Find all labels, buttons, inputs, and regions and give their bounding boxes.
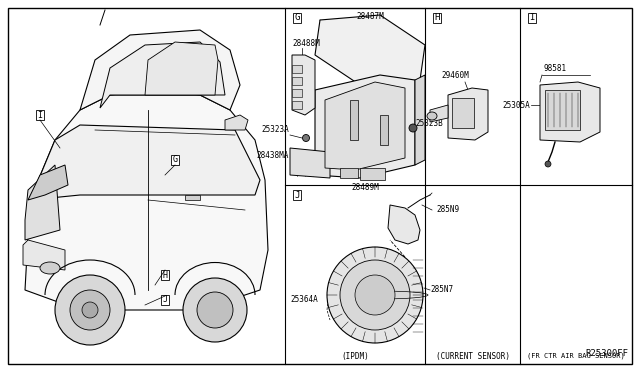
- Text: (IPDM): (IPDM): [341, 352, 369, 360]
- Text: (CURRENT SENSOR): (CURRENT SENSOR): [435, 352, 509, 360]
- Bar: [292, 65, 302, 73]
- Text: 25364A: 25364A: [290, 295, 317, 305]
- Text: J: J: [163, 295, 168, 305]
- Polygon shape: [448, 88, 488, 140]
- Polygon shape: [28, 165, 68, 200]
- Bar: [161, 295, 169, 305]
- Bar: [172, 155, 179, 165]
- Bar: [350, 100, 358, 140]
- Text: 98581: 98581: [543, 64, 566, 73]
- Text: 25305A: 25305A: [502, 100, 530, 109]
- Polygon shape: [415, 75, 425, 165]
- Circle shape: [55, 275, 125, 345]
- Circle shape: [303, 135, 310, 141]
- Text: G: G: [294, 13, 300, 22]
- Polygon shape: [315, 15, 425, 85]
- Text: 28489M: 28489M: [351, 183, 379, 192]
- Text: J: J: [294, 190, 300, 199]
- Text: 29460M: 29460M: [441, 71, 469, 80]
- Text: 28438MA: 28438MA: [257, 151, 289, 160]
- Bar: [185, 195, 200, 200]
- Ellipse shape: [427, 112, 437, 120]
- Polygon shape: [315, 75, 415, 178]
- Bar: [292, 89, 302, 97]
- Circle shape: [197, 292, 233, 328]
- Text: 25323B: 25323B: [415, 119, 443, 128]
- Text: I: I: [38, 110, 42, 119]
- Text: R25300FF: R25300FF: [585, 349, 628, 358]
- Circle shape: [183, 278, 247, 342]
- Circle shape: [70, 290, 110, 330]
- Polygon shape: [25, 165, 60, 240]
- Bar: [452, 98, 474, 128]
- Bar: [340, 168, 358, 178]
- Bar: [292, 77, 302, 85]
- Polygon shape: [23, 240, 65, 270]
- Circle shape: [409, 124, 417, 132]
- Bar: [528, 13, 536, 23]
- Text: H: H: [435, 13, 440, 22]
- Circle shape: [82, 302, 98, 318]
- Text: 25323A: 25323A: [261, 125, 289, 135]
- Bar: [293, 13, 301, 23]
- Text: 285N9: 285N9: [436, 205, 459, 215]
- Circle shape: [340, 260, 410, 330]
- Bar: [161, 270, 169, 280]
- Bar: [545, 90, 580, 130]
- Circle shape: [327, 247, 423, 343]
- Text: H: H: [163, 270, 168, 279]
- Text: 28487M: 28487M: [356, 12, 384, 21]
- Bar: [360, 168, 385, 180]
- Polygon shape: [25, 90, 268, 310]
- Polygon shape: [80, 30, 240, 110]
- Text: G: G: [173, 155, 177, 164]
- Circle shape: [545, 161, 551, 167]
- Polygon shape: [145, 42, 218, 95]
- Polygon shape: [430, 105, 448, 122]
- Text: (FR CTR AIR BAG SENSOR): (FR CTR AIR BAG SENSOR): [527, 353, 625, 359]
- Polygon shape: [290, 148, 330, 178]
- Bar: [292, 101, 302, 109]
- Ellipse shape: [40, 262, 60, 274]
- Polygon shape: [292, 55, 315, 115]
- Bar: [293, 190, 301, 200]
- Bar: [433, 13, 441, 23]
- Text: 28488M: 28488M: [292, 39, 320, 48]
- Polygon shape: [388, 205, 420, 244]
- Polygon shape: [540, 82, 600, 142]
- Polygon shape: [325, 82, 405, 170]
- Bar: [380, 115, 388, 145]
- Text: I: I: [529, 13, 534, 22]
- Circle shape: [355, 275, 395, 315]
- Bar: [36, 110, 44, 120]
- Polygon shape: [225, 115, 248, 130]
- Polygon shape: [100, 42, 225, 108]
- Text: 285N7: 285N7: [430, 285, 453, 295]
- Polygon shape: [30, 125, 260, 200]
